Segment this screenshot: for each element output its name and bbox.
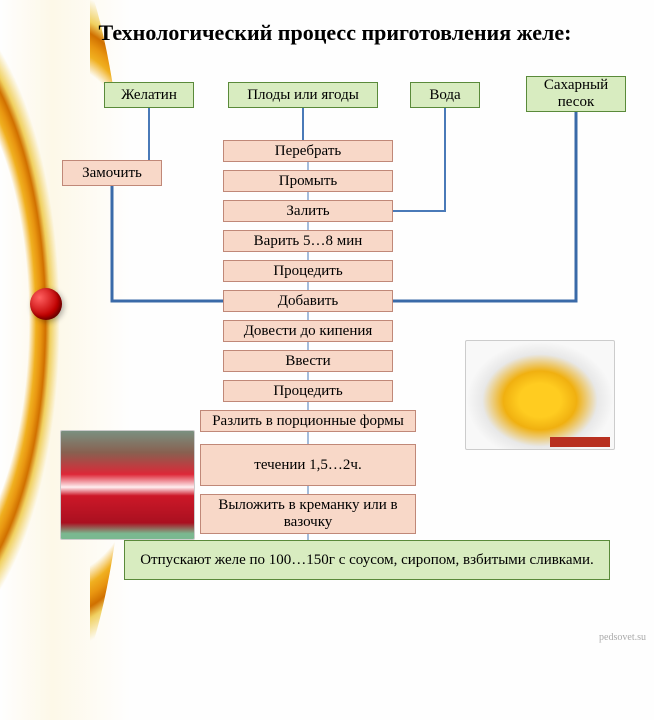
step-add: Добавить [223, 290, 393, 312]
step-wash: Промыть [223, 170, 393, 192]
page-title: Технологический процесс приготовления же… [50, 20, 620, 46]
step-pour: Залить [223, 200, 393, 222]
step-distribute: Разлить в порционные формы [200, 410, 416, 432]
ingredient-water: Вода [410, 82, 480, 108]
step-soak: Замочить [62, 160, 162, 186]
step-strain2: Процедить [223, 380, 393, 402]
decorative-sphere [30, 288, 62, 320]
ingredient-gelatin: Желатин [104, 82, 194, 108]
jelly-photo-left [60, 430, 195, 540]
step-bring_boil: Довести до кипения [223, 320, 393, 342]
ingredient-sugar: Сахарный песок [526, 76, 626, 112]
step-strain1: Процедить [223, 260, 393, 282]
watermark: pedsovet.su [599, 632, 646, 643]
step-sort: Перебрать [223, 140, 393, 162]
step-plate: Выложить в креманку или в вазочку [200, 494, 416, 534]
step-boil: Варить 5…8 мин [223, 230, 393, 252]
step-cool: течении 1,5…2ч. [200, 444, 416, 486]
ingredient-fruits: Плоды или ягоды [228, 82, 378, 108]
note-final: Отпускают желе по 100…150г с соусом, сир… [124, 540, 610, 580]
step-intro: Ввести [223, 350, 393, 372]
jelly-photo-right [465, 340, 615, 450]
